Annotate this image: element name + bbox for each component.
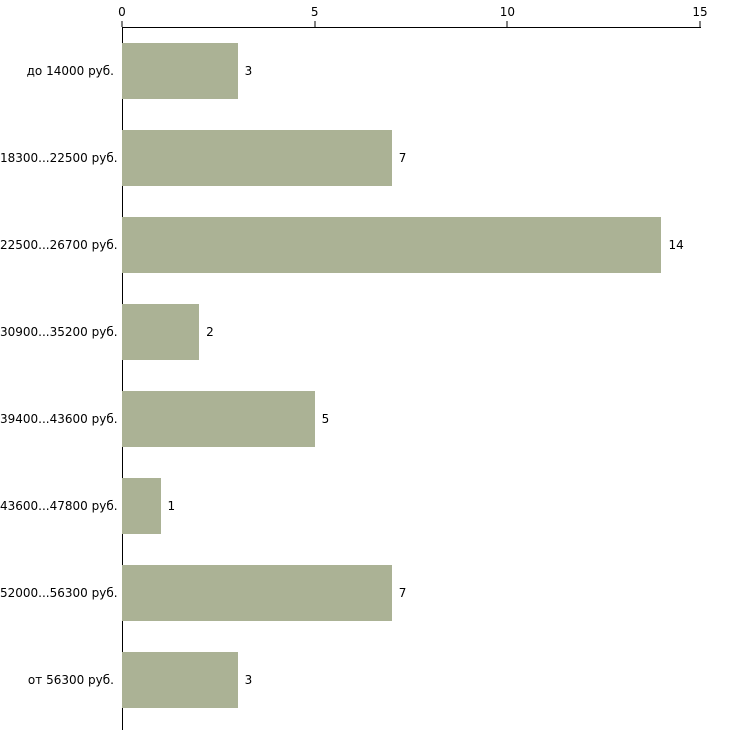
bar-area: 7 bbox=[122, 549, 700, 636]
bar-area: 3 bbox=[122, 27, 700, 114]
y-axis-line bbox=[122, 27, 123, 730]
chart-row: 39400...43600 руб. 5 bbox=[0, 375, 730, 462]
category-label: 22500...26700 руб. bbox=[0, 237, 118, 252]
category-label: до 14000 руб. bbox=[26, 63, 114, 78]
chart-row: 22500...26700 руб. 14 bbox=[0, 201, 730, 288]
bar-area: 1 bbox=[122, 462, 700, 549]
value-label: 3 bbox=[244, 63, 253, 78]
chart-row: 43600...47800 руб. 1 bbox=[0, 462, 730, 549]
value-label: 3 bbox=[244, 672, 253, 687]
x-tick bbox=[121, 21, 123, 27]
bar-area: 2 bbox=[122, 288, 700, 375]
bar bbox=[122, 42, 238, 99]
x-axis-line bbox=[122, 27, 701, 28]
chart-row: до 14000 руб. 3 bbox=[0, 27, 730, 114]
bar bbox=[122, 390, 315, 447]
category-label: от 56300 руб. bbox=[27, 672, 114, 687]
category-label: 39400...43600 руб. bbox=[0, 411, 118, 426]
bar bbox=[122, 129, 392, 186]
category-label: 43600...47800 руб. bbox=[0, 498, 118, 513]
bar bbox=[122, 303, 200, 360]
bar bbox=[122, 216, 662, 273]
x-tick bbox=[314, 21, 316, 27]
bar-area: 3 bbox=[122, 636, 700, 723]
bar-area: 14 bbox=[122, 201, 700, 288]
value-label: 7 bbox=[398, 150, 407, 165]
value-label: 14 bbox=[668, 237, 684, 252]
bar bbox=[122, 564, 392, 621]
x-axis-ticks: 0 5 10 15 bbox=[118, 0, 708, 27]
chart-row: 52000...56300 руб. 7 bbox=[0, 549, 730, 636]
value-label: 7 bbox=[398, 585, 407, 600]
x-tick-label: 10 bbox=[499, 5, 515, 19]
category-label: 18300...22500 руб. bbox=[0, 150, 118, 165]
x-tick-label: 15 bbox=[692, 5, 708, 19]
bar bbox=[122, 651, 238, 708]
x-tick-label: 5 bbox=[310, 5, 319, 19]
value-label: 2 bbox=[206, 324, 214, 339]
chart-rows: до 14000 руб. 3 18300...22500 руб. 7 22500..… bbox=[0, 27, 730, 723]
x-tick bbox=[506, 21, 508, 27]
value-label: 5 bbox=[321, 411, 330, 426]
x-tick-label: 0 bbox=[118, 5, 126, 19]
category-label: 52000...56300 руб. bbox=[0, 585, 118, 600]
chart-row: от 56300 руб. 3 bbox=[0, 636, 730, 723]
bar-area: 7 bbox=[122, 114, 700, 201]
category-label: 30900...35200 руб. bbox=[0, 324, 118, 339]
chart-row: 30900...35200 руб. 2 bbox=[0, 288, 730, 375]
value-label: 1 bbox=[167, 498, 176, 513]
chart-row: 18300...22500 руб. 7 bbox=[0, 114, 730, 201]
x-tick bbox=[699, 21, 701, 27]
bar bbox=[122, 477, 161, 534]
bar-area: 5 bbox=[122, 375, 700, 462]
